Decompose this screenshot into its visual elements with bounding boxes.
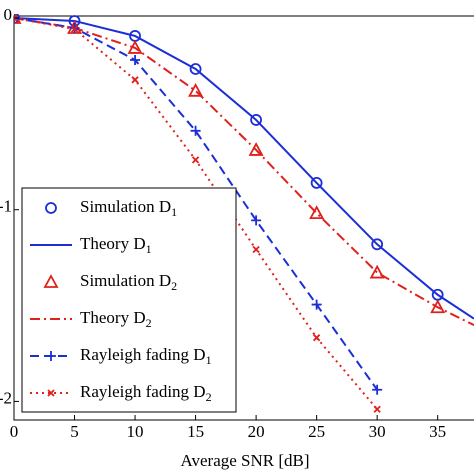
legend-marker — [43, 274, 59, 288]
marker — [130, 54, 141, 65]
y-tick-label: -2 — [0, 388, 12, 407]
marker — [309, 205, 325, 220]
legend-marker — [46, 351, 56, 361]
marker — [251, 215, 262, 226]
marker — [188, 82, 204, 97]
legend-marker — [45, 202, 57, 214]
marker — [131, 76, 139, 84]
plot-frame — [13, 15, 474, 421]
marker — [311, 299, 322, 310]
legend-label: Theory D2 — [80, 308, 152, 330]
legend-label: Simulation D1 — [80, 197, 177, 219]
x-tick-label: 20 — [248, 422, 265, 441]
legend-label: Simulation D2 — [80, 271, 177, 293]
plot-area — [14, 14, 474, 413]
x-tick-label: 35 — [429, 422, 446, 441]
x-tick-label: 30 — [369, 422, 386, 441]
marker — [70, 25, 79, 33]
x-tick-label: 0 — [10, 422, 19, 441]
x-tick-label: 15 — [187, 422, 204, 441]
marker — [250, 114, 263, 126]
legend-label: Rayleigh fading D1 — [80, 345, 212, 367]
marker — [248, 142, 264, 156]
marker — [430, 299, 446, 314]
marker — [14, 14, 18, 22]
legend-label: Rayleigh fading D2 — [80, 382, 212, 404]
marker — [373, 405, 381, 413]
x-axis-label: Average SNR [dB] — [180, 451, 309, 470]
legend-label: Theory D1 — [80, 234, 152, 256]
x-tick-label: 25 — [308, 422, 325, 441]
marker — [372, 384, 383, 395]
marker — [190, 125, 201, 136]
series-line — [14, 17, 474, 327]
legend-marker — [47, 389, 55, 397]
marker — [310, 176, 323, 189]
marker — [369, 264, 385, 279]
y-tick-label: 0 — [4, 5, 13, 24]
marker — [252, 245, 260, 254]
marker — [371, 238, 384, 251]
series-line — [14, 17, 474, 320]
marker — [312, 334, 321, 342]
marker — [191, 156, 200, 164]
legend-box — [21, 187, 237, 413]
y-tick-label: -1 — [0, 197, 12, 216]
x-tick-label: 10 — [127, 422, 144, 441]
x-tick-label: 5 — [70, 422, 79, 441]
marker — [189, 63, 202, 75]
